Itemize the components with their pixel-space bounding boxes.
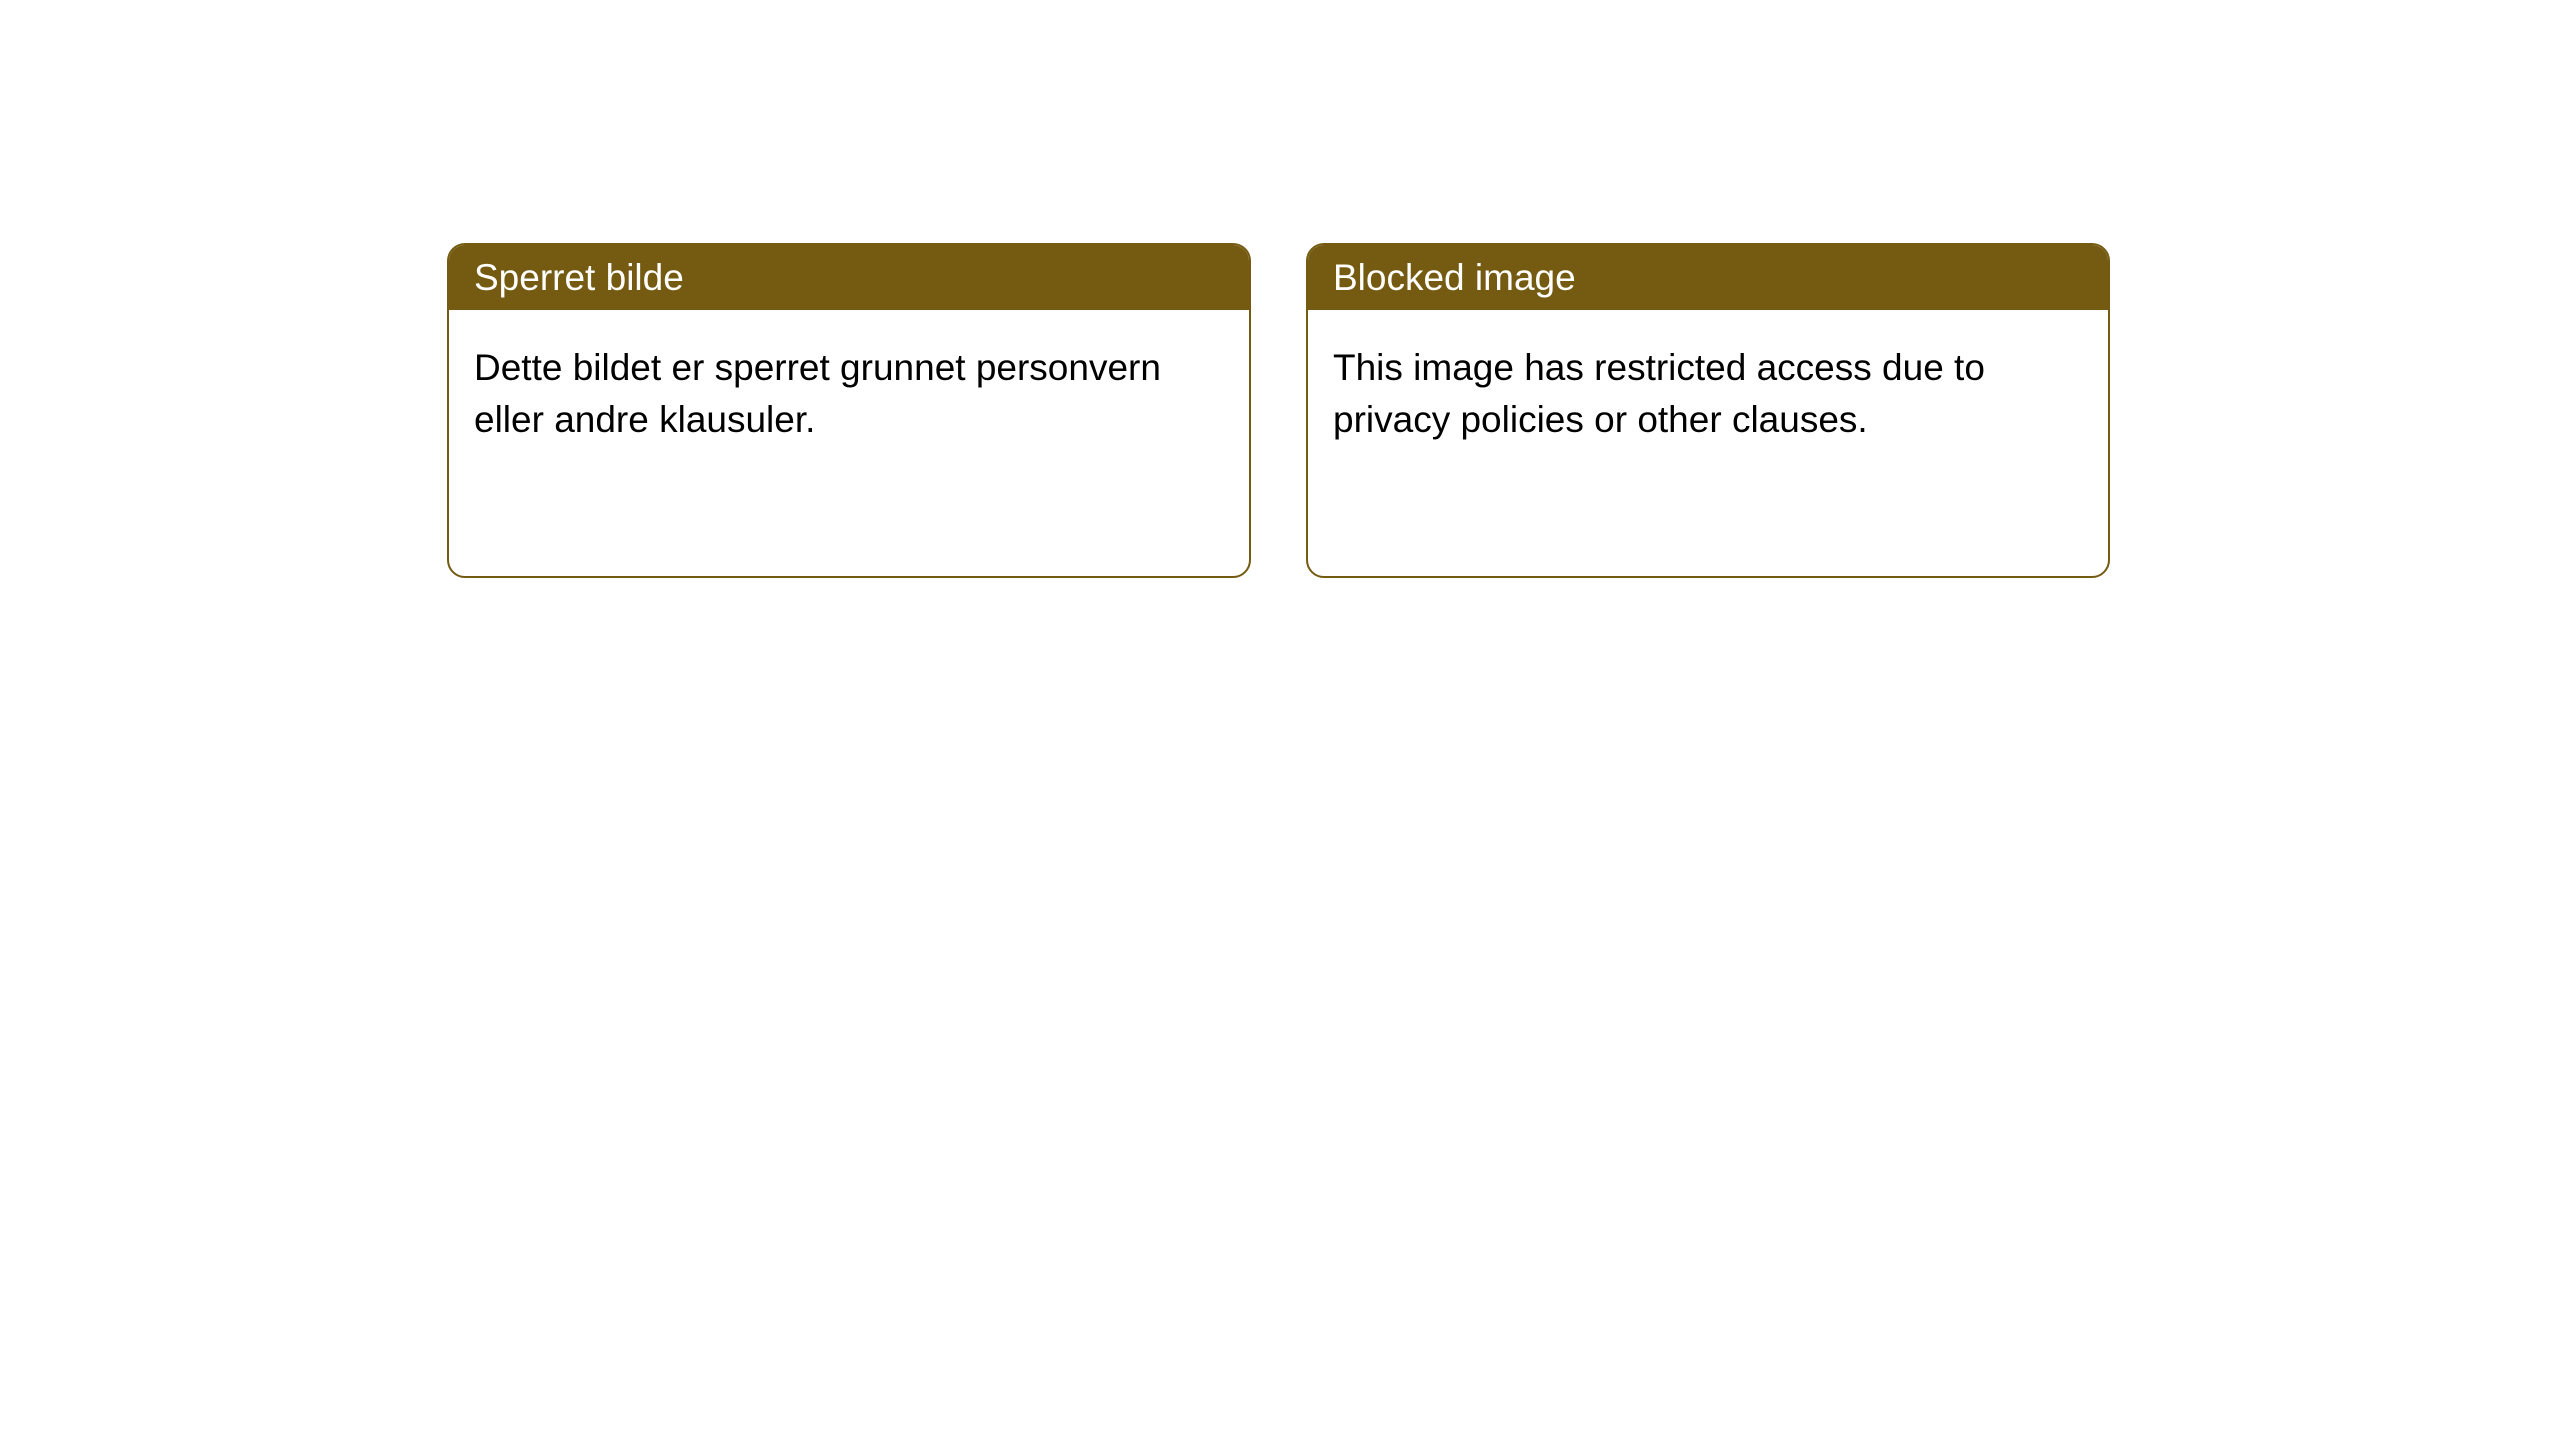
notice-container: Sperret bilde Dette bildet er sperret gr… bbox=[447, 243, 2110, 578]
notice-title: Blocked image bbox=[1333, 257, 1576, 298]
notice-header: Blocked image bbox=[1308, 245, 2108, 310]
notice-message: This image has restricted access due to … bbox=[1333, 347, 1985, 439]
notice-title: Sperret bilde bbox=[474, 257, 684, 298]
notice-body: This image has restricted access due to … bbox=[1308, 310, 2108, 477]
notice-card-norwegian: Sperret bilde Dette bildet er sperret gr… bbox=[447, 243, 1251, 578]
notice-body: Dette bildet er sperret grunnet personve… bbox=[449, 310, 1249, 477]
notice-header: Sperret bilde bbox=[449, 245, 1249, 310]
notice-message: Dette bildet er sperret grunnet personve… bbox=[474, 347, 1161, 439]
notice-card-english: Blocked image This image has restricted … bbox=[1306, 243, 2110, 578]
